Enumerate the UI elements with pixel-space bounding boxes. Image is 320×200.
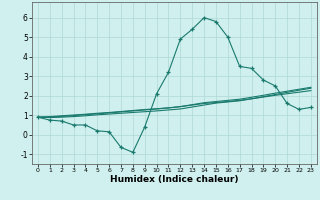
X-axis label: Humidex (Indice chaleur): Humidex (Indice chaleur)	[110, 175, 239, 184]
